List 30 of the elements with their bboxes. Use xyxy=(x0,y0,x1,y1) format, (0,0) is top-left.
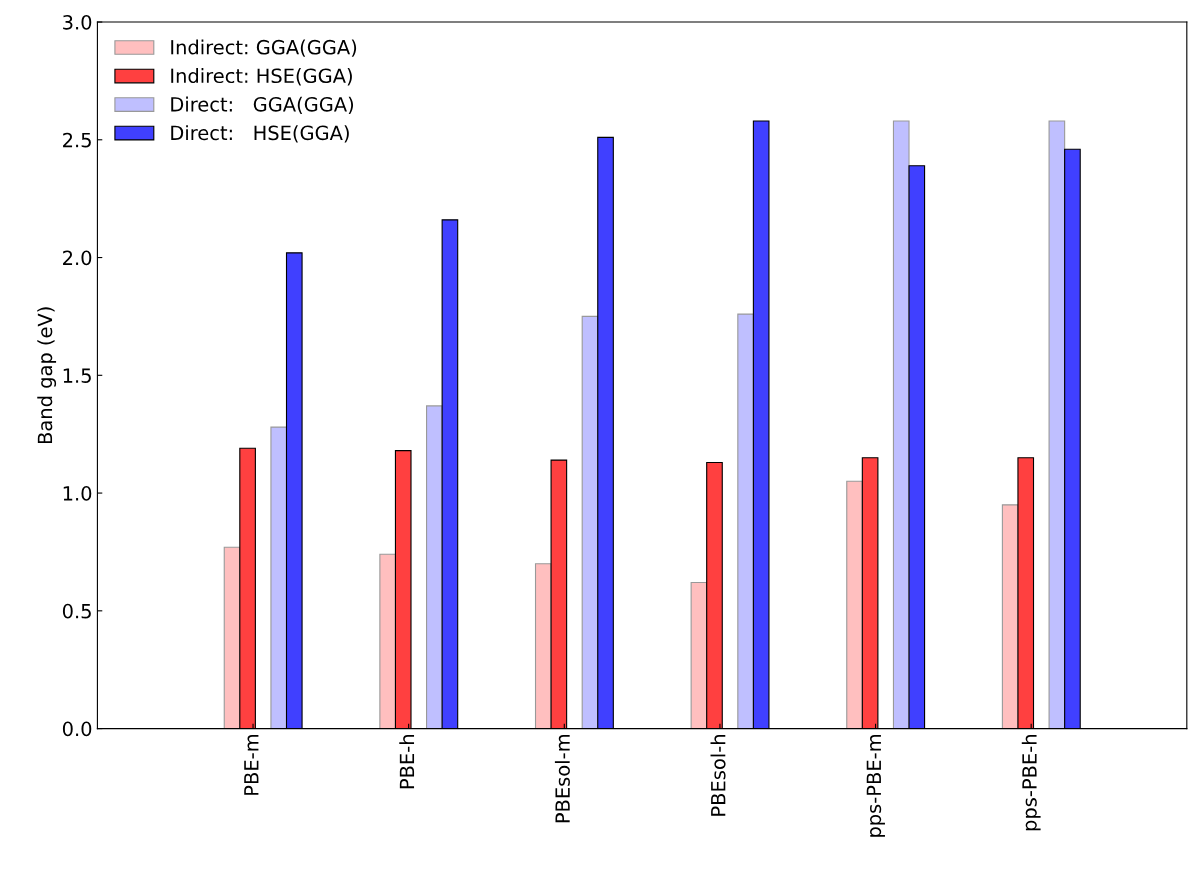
bar xyxy=(1001,504,1019,729)
bar xyxy=(892,120,910,729)
bar xyxy=(534,563,552,729)
x-tick-label: PBEsol-m xyxy=(554,735,570,823)
y-tick-label: 3.0 xyxy=(63,14,92,30)
y-tick-label: 1.0 xyxy=(63,486,92,501)
x-tick-label: PBE-h xyxy=(399,735,415,789)
bar xyxy=(581,315,599,729)
y-tick-label: 1.5 xyxy=(63,368,91,383)
bar xyxy=(270,426,288,729)
x-tick-label: pps-PBE-m xyxy=(866,735,885,837)
y-axis-title: Band gap (eV) xyxy=(37,307,57,444)
y-tick-label: 0.0 xyxy=(62,721,92,737)
bar xyxy=(426,405,443,729)
bar xyxy=(223,546,241,729)
y-tick-label: 2.5 xyxy=(63,132,91,148)
x-tick-label: PBE-m xyxy=(244,735,259,795)
y-tick-label: 0.5 xyxy=(62,603,91,619)
x-tick-label: pps-PBE-h xyxy=(1021,735,1041,831)
bar xyxy=(379,553,396,729)
legend-label: Direct: GGA(GGA) xyxy=(171,96,354,114)
bar xyxy=(1048,120,1066,729)
bar xyxy=(690,582,708,729)
legend-label: Indirect: GGA(GGA) xyxy=(171,39,357,57)
bar xyxy=(846,480,863,729)
y-tick-label: 2.0 xyxy=(63,250,92,266)
legend-label: Direct: HSE(GGA) xyxy=(171,125,349,143)
legend-label: Indirect: HSE(GGA) xyxy=(171,68,352,86)
bar xyxy=(737,313,754,729)
x-tick-label: PBEsol-h xyxy=(710,735,726,816)
